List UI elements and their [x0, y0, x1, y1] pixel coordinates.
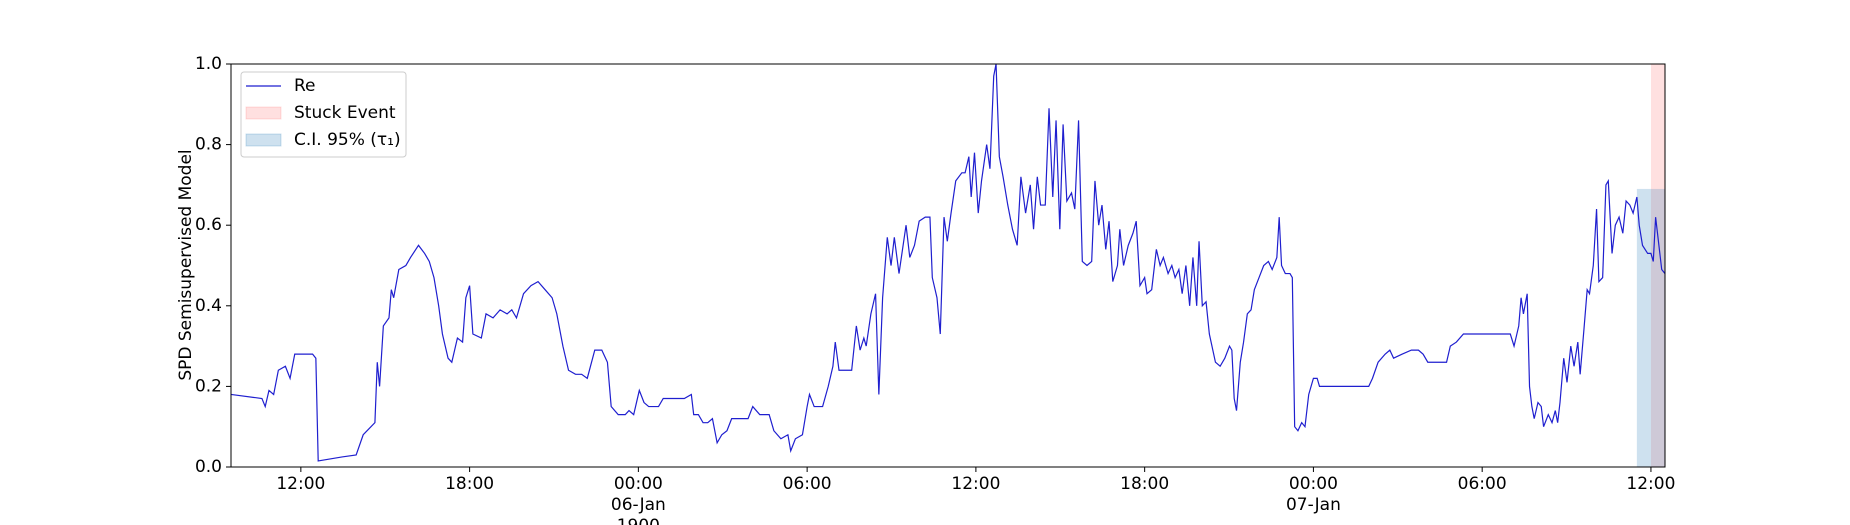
plot-frame: [230, 63, 1666, 468]
data-line: [230, 63, 1666, 462]
x-tick-label: 06:00: [1457, 474, 1507, 494]
x-tick-label: 18:00: [1120, 474, 1170, 494]
x-tick-label: 00:00 06-Jan 1900: [610, 474, 666, 525]
y-tick-label: 0.8: [195, 135, 222, 155]
legend-label: Stuck Event: [294, 103, 396, 123]
shaded-span: [1650, 64, 1665, 467]
x-tick-label: 12:00: [276, 474, 326, 494]
y-tick-label: 0.0: [195, 457, 222, 477]
x-tick-label: 00:00 07-Jan: [1285, 474, 1341, 515]
y-tick-label: 1.0: [195, 54, 222, 74]
x-tick-label: 18:00: [445, 474, 495, 494]
x-tick-label: 12:00: [951, 474, 1001, 494]
legend-swatch: [245, 133, 282, 147]
legend-swatch: [245, 106, 282, 120]
x-tick-label: 12:00: [1626, 474, 1676, 494]
x-tick-label: 06:00: [782, 474, 832, 494]
y-tick-label: 0.2: [195, 376, 222, 396]
y-axis-label: SPD Semisupervised Model: [176, 149, 196, 380]
y-tick-label: 0.6: [195, 215, 222, 235]
legend-label: C.I. 95% (τ₁): [294, 130, 401, 150]
shaded-span: [1636, 188, 1665, 467]
y-tick-label: 0.4: [195, 296, 222, 316]
legend-label: Re: [294, 76, 316, 96]
legend-box: [240, 71, 407, 158]
